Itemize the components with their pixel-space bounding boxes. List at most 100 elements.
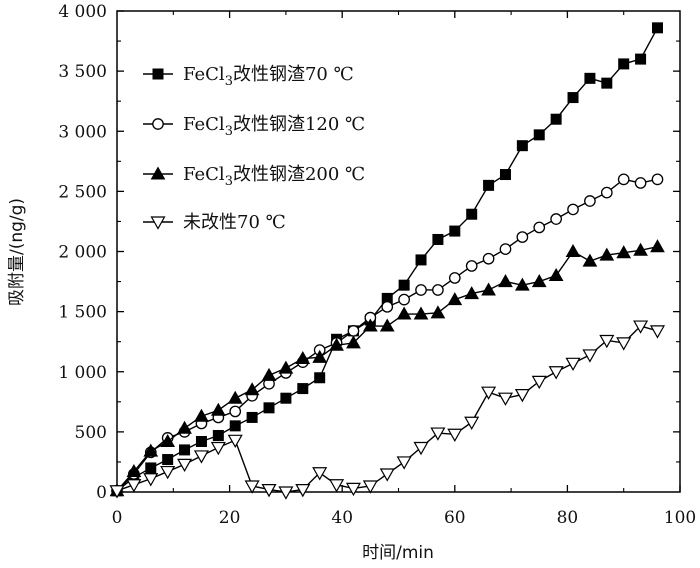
data-point xyxy=(177,420,192,434)
series-4 xyxy=(109,320,666,500)
data-point xyxy=(195,435,207,447)
legend-label: 未改性70 ℃ xyxy=(183,212,286,233)
y-tick-label: 4 000 xyxy=(58,2,107,22)
data-point xyxy=(413,441,429,456)
data-point xyxy=(379,468,395,482)
legend-marker xyxy=(152,68,164,80)
data-point xyxy=(396,306,412,320)
data-point xyxy=(126,479,142,493)
data-point xyxy=(448,272,461,284)
data-point xyxy=(531,375,547,390)
data-point xyxy=(449,225,461,237)
legend-marker xyxy=(150,166,166,180)
data-point xyxy=(227,434,243,449)
data-point xyxy=(413,306,429,320)
data-point xyxy=(482,252,495,265)
data-point xyxy=(497,392,513,406)
data-point xyxy=(600,186,613,199)
data-point xyxy=(516,231,529,243)
x-tick-label: 100 xyxy=(664,508,696,528)
data-point xyxy=(244,382,260,396)
data-point xyxy=(432,284,444,296)
data-point xyxy=(514,388,530,403)
data-point xyxy=(464,416,480,430)
legend-text: FeCl xyxy=(183,164,225,185)
legend-subscript: 3 xyxy=(225,124,233,139)
data-point xyxy=(616,337,632,351)
data-point xyxy=(381,300,394,313)
data-point xyxy=(297,383,309,395)
y-tick-label: 1 000 xyxy=(58,363,107,383)
data-point xyxy=(261,367,277,381)
data-point xyxy=(499,243,512,255)
data-point xyxy=(481,386,497,400)
data-point xyxy=(531,274,547,288)
data-point xyxy=(160,433,176,447)
data-point xyxy=(246,411,258,423)
data-point xyxy=(329,479,345,493)
data-point xyxy=(346,335,361,349)
data-point xyxy=(109,485,125,499)
x-tick-label: 20 xyxy=(219,508,241,528)
data-point xyxy=(584,72,596,84)
y-tick-label: 2 000 xyxy=(58,243,107,263)
legend-subscript: 3 xyxy=(225,74,233,89)
legend-label: FeCl3改性钢渣120 ℃ xyxy=(183,114,365,139)
data-point xyxy=(278,486,294,500)
legend-item-4: 未改性70 ℃ xyxy=(143,212,286,233)
x-tick-label: 40 xyxy=(331,508,353,528)
data-point xyxy=(533,129,545,141)
data-point xyxy=(314,372,326,384)
data-point xyxy=(565,243,581,257)
data-point xyxy=(567,92,579,104)
data-point xyxy=(398,279,410,291)
x-tick-label: 0 xyxy=(112,508,123,528)
data-point xyxy=(162,454,174,466)
data-point xyxy=(548,366,564,380)
data-point xyxy=(516,140,528,152)
data-point xyxy=(464,286,480,300)
legend-text: FeCl xyxy=(183,114,225,135)
data-point xyxy=(601,77,613,89)
data-point xyxy=(312,467,328,481)
data-point xyxy=(498,274,513,288)
data-point xyxy=(499,169,511,181)
legend-label: FeCl3改性钢渣200 ℃ xyxy=(183,164,365,189)
data-point xyxy=(483,179,495,191)
legend-text: 改性钢渣120 ℃ xyxy=(233,114,365,135)
data-point xyxy=(447,292,463,306)
data-point xyxy=(362,480,378,494)
data-point xyxy=(396,456,412,470)
data-point xyxy=(179,444,191,456)
data-point xyxy=(347,325,360,337)
data-point xyxy=(616,245,632,259)
data-point xyxy=(465,260,478,272)
data-point xyxy=(244,480,260,494)
y-axis-title: 吸附量/(ng/g) xyxy=(7,198,27,306)
data-point xyxy=(650,239,665,253)
data-point xyxy=(278,360,294,374)
data-point xyxy=(567,203,579,216)
data-point xyxy=(295,351,311,365)
data-point xyxy=(126,464,142,478)
series-line xyxy=(116,325,658,493)
data-point xyxy=(212,429,224,441)
data-point xyxy=(143,473,159,487)
data-point xyxy=(312,349,328,363)
legend-text: 改性钢渣70 ℃ xyxy=(233,64,354,85)
legend-marker xyxy=(150,216,166,230)
data-point xyxy=(263,402,275,414)
data-point xyxy=(210,441,226,456)
data-point xyxy=(143,443,159,457)
data-point xyxy=(194,408,209,422)
data-point xyxy=(565,357,581,372)
data-point xyxy=(447,428,463,442)
data-point xyxy=(280,392,292,404)
series-1 xyxy=(111,22,663,497)
y-tick-label: 3 000 xyxy=(58,122,107,142)
x-tick-label: 60 xyxy=(444,508,466,528)
data-point xyxy=(398,293,410,306)
data-point xyxy=(617,173,630,186)
data-point xyxy=(651,22,663,34)
